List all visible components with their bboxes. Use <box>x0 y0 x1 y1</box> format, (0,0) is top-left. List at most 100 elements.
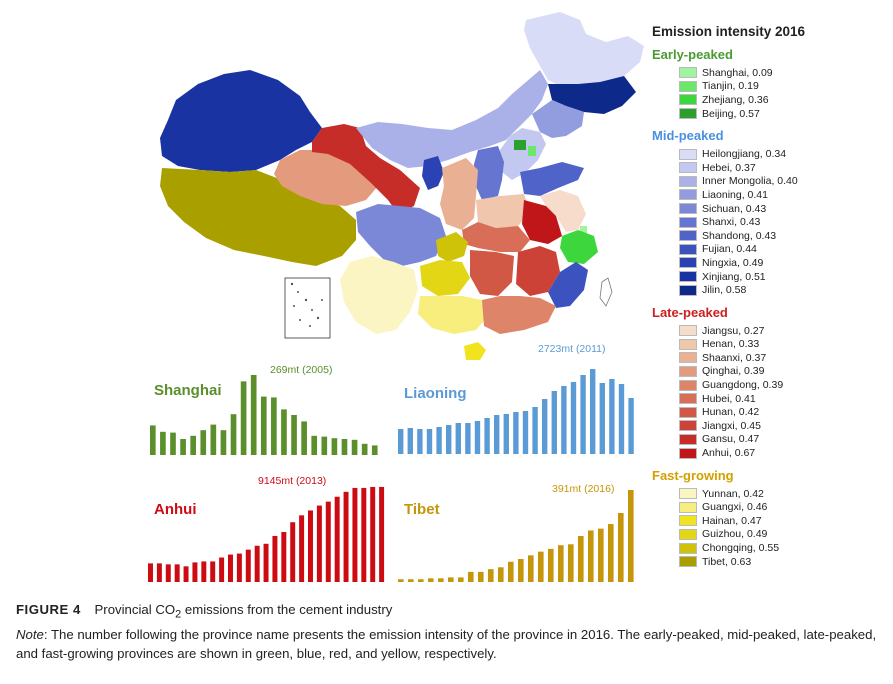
bar <box>210 424 217 455</box>
bar <box>351 439 358 455</box>
peak-annotation: 9145mt (2013) <box>258 475 326 487</box>
legend-item: Hunan, 0.42 <box>679 405 888 419</box>
bar <box>438 578 444 582</box>
note-label: Note <box>16 626 44 642</box>
bar <box>331 438 338 455</box>
bar <box>236 553 242 582</box>
legend-swatch <box>679 556 697 568</box>
caption-title-part: Provincial CO <box>94 602 176 617</box>
bar <box>570 382 577 454</box>
chart-shanghai: Shanghai 269mt (2005) <box>150 364 378 455</box>
map-liaoning <box>532 100 584 138</box>
series-name-label: Liaoning <box>404 385 467 402</box>
peak-annotation: 391mt (2016) <box>552 483 614 495</box>
legend-item-label: Tibet, 0.63 <box>702 555 752 568</box>
series-name-label: Anhui <box>154 501 197 518</box>
legend-item: Sichuan, 0.43 <box>679 202 888 216</box>
legend-swatch <box>679 67 697 79</box>
bar <box>418 579 424 582</box>
bar <box>568 544 574 582</box>
map-hubei <box>462 222 530 252</box>
legend-group-title: Fast-growing <box>652 467 734 483</box>
legend-swatch <box>679 189 697 201</box>
map-fujian <box>548 262 588 308</box>
legend-item-label: Shandong, 0.43 <box>702 229 777 242</box>
legend-item-label: Shanghai, 0.09 <box>702 66 773 79</box>
map-shaanxi <box>440 158 478 230</box>
legend-swatch <box>679 148 697 160</box>
series-name-label: Tibet <box>404 501 440 518</box>
caption-title-part2: emissions from the cement industry <box>181 602 393 617</box>
legend-item: Hebei, 0.37 <box>679 161 888 175</box>
caption-note: Note: The number following the province … <box>16 625 886 663</box>
map-guangxi <box>418 296 488 334</box>
bar <box>590 369 596 454</box>
legend-item: Hainan, 0.47 <box>679 514 888 528</box>
bar <box>558 545 564 582</box>
legend-swatch <box>679 501 697 513</box>
legend-item: Shanxi, 0.43 <box>679 215 888 229</box>
bar <box>379 486 385 582</box>
map-beijing <box>514 140 526 150</box>
legend-item: Chongqing, 0.55 <box>679 541 888 555</box>
legend-item: Fujian, 0.44 <box>679 243 888 257</box>
bar <box>498 567 504 582</box>
bar <box>580 375 586 454</box>
legend-swatch <box>679 257 697 269</box>
legend-title: Emission intensity 2016 <box>652 24 806 39</box>
legend-item: Heilongjiang, 0.34 <box>679 147 888 161</box>
bar <box>465 423 471 454</box>
bar <box>240 381 247 455</box>
bar <box>578 536 584 582</box>
bar <box>254 545 260 582</box>
legend-swatch <box>679 420 697 432</box>
bar <box>508 561 514 582</box>
map-chongqing <box>436 232 468 262</box>
legend-item: Hubei, 0.41 <box>679 392 888 406</box>
legend-item: Tianjin, 0.19 <box>679 80 888 94</box>
bar <box>542 399 548 454</box>
bar <box>174 564 180 582</box>
legend-swatch <box>679 406 697 418</box>
legend-swatch <box>679 80 697 92</box>
bar <box>513 412 519 454</box>
map-yunnan <box>340 256 418 334</box>
map-tianjin <box>528 146 536 156</box>
legend-item: Anhui, 0.67 <box>679 446 888 460</box>
bar <box>455 423 461 454</box>
legend-item-label: Hubei, 0.41 <box>702 392 756 405</box>
legend-item: Guizhou, 0.49 <box>679 528 888 542</box>
bar <box>370 486 376 582</box>
map-gansu <box>312 124 420 214</box>
legend-item-label: Inner Mongolia, 0.40 <box>702 175 798 188</box>
legend-item-label: Tianjin, 0.19 <box>702 80 759 93</box>
bar <box>551 391 557 454</box>
bar <box>150 425 156 455</box>
legend-swatch <box>679 352 697 364</box>
legend-swatch <box>679 243 697 255</box>
bar <box>250 375 257 455</box>
bar <box>148 563 153 582</box>
bar <box>316 505 322 582</box>
legend-item: Shanghai, 0.09 <box>679 66 888 80</box>
china-province-map <box>160 12 644 360</box>
bar <box>321 436 328 455</box>
bar <box>371 445 378 455</box>
legend-item: Jilin, 0.58 <box>679 283 888 297</box>
map-jilin <box>548 76 636 114</box>
map-heilongjiang <box>524 12 644 86</box>
legend-item: Gansu, 0.47 <box>679 433 888 447</box>
bar <box>588 530 594 582</box>
bar <box>170 432 176 455</box>
legend-swatch <box>679 216 697 228</box>
bar <box>628 398 634 454</box>
caption-title-sub: 2 <box>175 608 182 621</box>
legend-item: Shandong, 0.43 <box>679 229 888 243</box>
bar <box>628 490 634 582</box>
bar <box>200 430 207 455</box>
legend-item-label: Sichuan, 0.43 <box>702 202 767 215</box>
legend-item: Guangdong, 0.39 <box>679 378 888 392</box>
bar <box>291 415 297 455</box>
bar <box>201 561 207 582</box>
legend-swatch <box>679 379 697 391</box>
